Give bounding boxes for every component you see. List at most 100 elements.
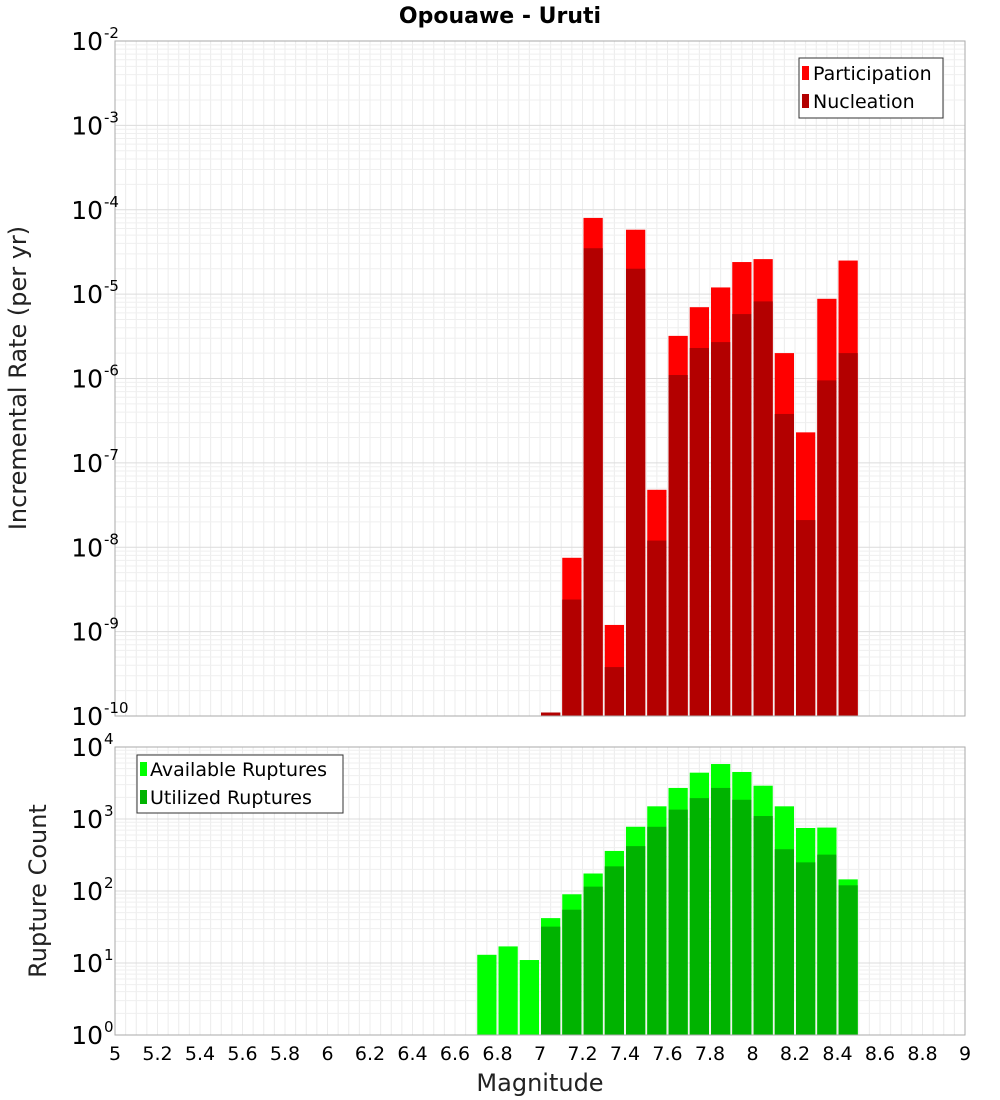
available-ruptures-bar [477,954,497,1035]
rate-y-tick-label: 10 -6 [71,362,119,394]
rate-y-tick-base: 10 [71,280,103,309]
x-tick-label: 5.8 [270,1043,300,1065]
x-tick-label: 8.4 [822,1043,852,1065]
chart-title: Opouawe - Uruti [399,4,601,29]
x-tick-label: 9 [959,1043,971,1065]
count-y-tick-base: 10 [71,733,103,762]
utilized-ruptures-bar [626,846,646,1035]
x-tick-label: 5.2 [142,1043,172,1065]
nucleation-bar [647,540,667,716]
rate-y-tick-exponent: -6 [104,362,119,380]
x-tick-label: 7.6 [652,1043,682,1065]
count-y-tick-label: 10 2 [71,874,113,906]
x-tick-label: 5.4 [185,1043,215,1065]
utilized-ruptures-bar [838,885,858,1035]
rate-y-tick-exponent: -7 [104,446,119,464]
nucleation-bar [796,520,816,716]
utilized-ruptures-legend-swatch [140,790,147,804]
nucleation-bar [817,380,837,716]
rate-y-tick-label: 10 -7 [71,446,119,478]
nucleation-bar [689,347,709,716]
x-tick-label: 6 [321,1043,333,1065]
rate-y-tick-exponent: -8 [104,530,119,548]
nucleation-bar [774,413,794,716]
x-tick-label: 6.6 [440,1043,470,1065]
rate-legend: Participation Nucleation [798,57,944,119]
utilized-ruptures-bar [774,849,794,1035]
nucleation-bar [626,268,646,716]
rate-y-tick-base: 10 [71,365,103,394]
count-x-ticks: 5 5.2 5.4 5.6 5.8 6 6.2 6.4 6.6 6.8 7 7.2 7.4 7.6 7.8 8… [109,1043,971,1065]
utilized-ruptures-bar [583,886,603,1035]
utilized-ruptures-bar [604,866,624,1035]
x-axis-label: Magnitude [476,1069,603,1097]
count-y-tick-base: 10 [71,877,103,906]
rate-plot-frame [114,40,966,717]
x-tick-label: 7.4 [610,1043,640,1065]
x-tick-label: 6.4 [397,1043,427,1065]
nucleation-legend-label: Nucleation [813,91,915,113]
count-y-tick-base: 10 [71,949,103,978]
count-y-tick-exponent: 2 [104,874,114,892]
participation-legend-swatch [802,66,809,80]
x-tick-label: 5.6 [227,1043,257,1065]
rate-y-tick-exponent: -2 [104,24,119,42]
nucleation-bar [668,375,688,716]
utilized-ruptures-bar [732,799,752,1035]
rate-y-tick-base: 10 [71,449,103,478]
x-tick-label: 8.2 [780,1043,810,1065]
x-tick-label: 6.8 [482,1043,512,1065]
x-tick-label: 8 [746,1043,758,1065]
count-y-tick-exponent: 0 [104,1018,114,1036]
x-tick-label: 7 [534,1043,546,1065]
count-y-tick-exponent: 3 [104,802,114,820]
rate-y-tick-label: 10 -4 [71,193,119,225]
available-ruptures-legend-label: Available Ruptures [150,759,327,781]
utilized-ruptures-bar [562,909,582,1035]
rate-y-tick-exponent: -9 [104,615,119,633]
count-y-tick-exponent: 1 [104,946,114,964]
rate-y-tick-label: 10 -9 [71,615,119,647]
utilized-ruptures-bar [817,854,837,1035]
participation-legend-label: Participation [813,63,932,85]
count-bars [477,764,858,1035]
nucleation-bar [604,667,624,716]
x-tick-label: 5 [109,1043,121,1065]
nucleation-bar [732,314,752,716]
available-ruptures-legend-swatch [140,762,147,776]
count-y-tick-label: 10 4 [71,730,113,762]
rate-y-axis-label: Incremental Rate (per yr) [4,226,32,530]
rate-legend-box [798,57,944,119]
utilized-ruptures-bar [711,787,731,1035]
rate-y-tick-exponent: -10 [104,699,129,717]
utilized-ruptures-legend-label: Utilized Ruptures [150,787,312,809]
nucleation-bar [711,342,731,716]
rate-y-tick-label: 10 -5 [71,277,119,309]
count-y-tick-base: 10 [71,805,103,834]
rate-grid [114,40,966,717]
count-y-tick-base: 10 [71,1021,103,1050]
count-y-tick-exponent: 4 [104,730,114,748]
x-tick-label: 8.6 [865,1043,895,1065]
available-ruptures-bar [498,946,518,1035]
utilized-ruptures-bar [753,816,773,1035]
utilized-ruptures-bar [668,809,688,1035]
rate-y-tick-base: 10 [71,196,103,225]
rate-y-tick-exponent: -4 [104,193,119,211]
count-y-tick-label: 10 3 [71,802,113,834]
nucleation-bar [541,712,561,716]
count-y-tick-label: 10 1 [71,946,113,978]
nucleation-bar [753,301,773,716]
x-tick-label: 8.8 [907,1043,937,1065]
rate-y-tick-label: 10 -10 [71,699,128,731]
nucleation-bar [838,353,858,716]
utilized-ruptures-bar [796,862,816,1035]
rate-y-tick-label: 10 -2 [71,24,119,56]
rate-y-tick-base: 10 [71,702,103,731]
nucleation-legend-swatch [802,94,809,108]
x-tick-label: 7.8 [695,1043,725,1065]
